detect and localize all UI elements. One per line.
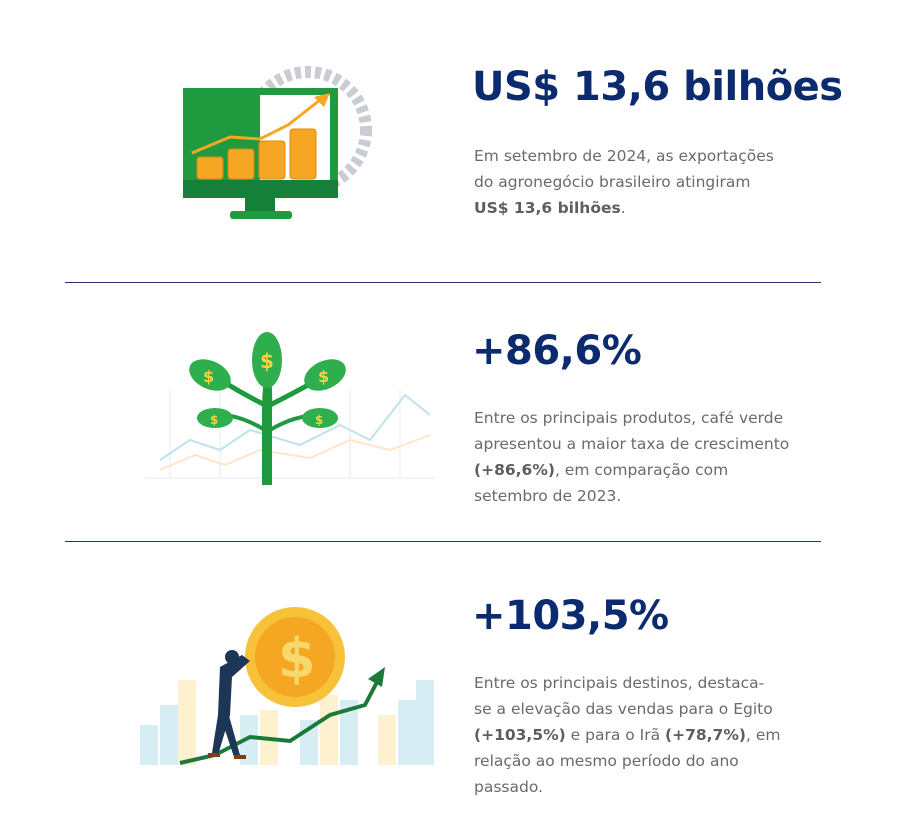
man-pushing-coin-icon: $: [140, 607, 434, 765]
text: do agronegócio brasileiro atingiram: [474, 173, 751, 191]
destination-description: Entre os principais destinos, destaca- s…: [474, 670, 780, 800]
text: e para o Irã: [565, 726, 666, 744]
text: setembro de 2023.: [474, 487, 622, 505]
svg-text:$: $: [210, 413, 218, 427]
export-description: Em setembro de 2024, as exportações do a…: [474, 143, 774, 221]
text: , em comparação com: [554, 461, 729, 479]
divider: [65, 541, 821, 542]
text: se a elevação das vendas para o Egito: [474, 700, 773, 718]
svg-text:$: $: [318, 367, 329, 386]
text: Entre os principais produtos, café verde: [474, 409, 784, 427]
highlight-value: (+78,7%): [665, 726, 746, 744]
headline-coffee-growth: +86,6%: [472, 328, 642, 374]
headline-export-value: US$ 13,6 bilhões: [472, 64, 843, 110]
text: relação ao mesmo período do ano: [474, 752, 739, 770]
highlight-value: (+103,5%): [474, 726, 566, 744]
svg-text:$: $: [203, 367, 214, 386]
headline-destination-growth: +103,5%: [472, 593, 669, 639]
computer-chart-coins-icon: [183, 66, 372, 219]
svg-text:$: $: [260, 349, 274, 373]
text: .: [620, 199, 626, 217]
money-plant-icon: $ $ $ $ $: [145, 332, 435, 485]
text: passado.: [474, 778, 543, 796]
highlight-value: (+86,6%): [474, 461, 555, 479]
coffee-description: Entre os principais produtos, café verde…: [474, 405, 789, 509]
text: , em: [745, 726, 781, 744]
text: Entre os principais destinos, destaca-: [474, 674, 765, 692]
svg-text:$: $: [315, 413, 323, 427]
divider: [65, 282, 821, 283]
text: apresentou a maior taxa de crescimento: [474, 435, 790, 453]
svg-text:$: $: [278, 627, 316, 690]
highlight-value: US$ 13,6 bilhões: [474, 199, 621, 217]
text: Em setembro de 2024, as exportações: [474, 147, 774, 165]
